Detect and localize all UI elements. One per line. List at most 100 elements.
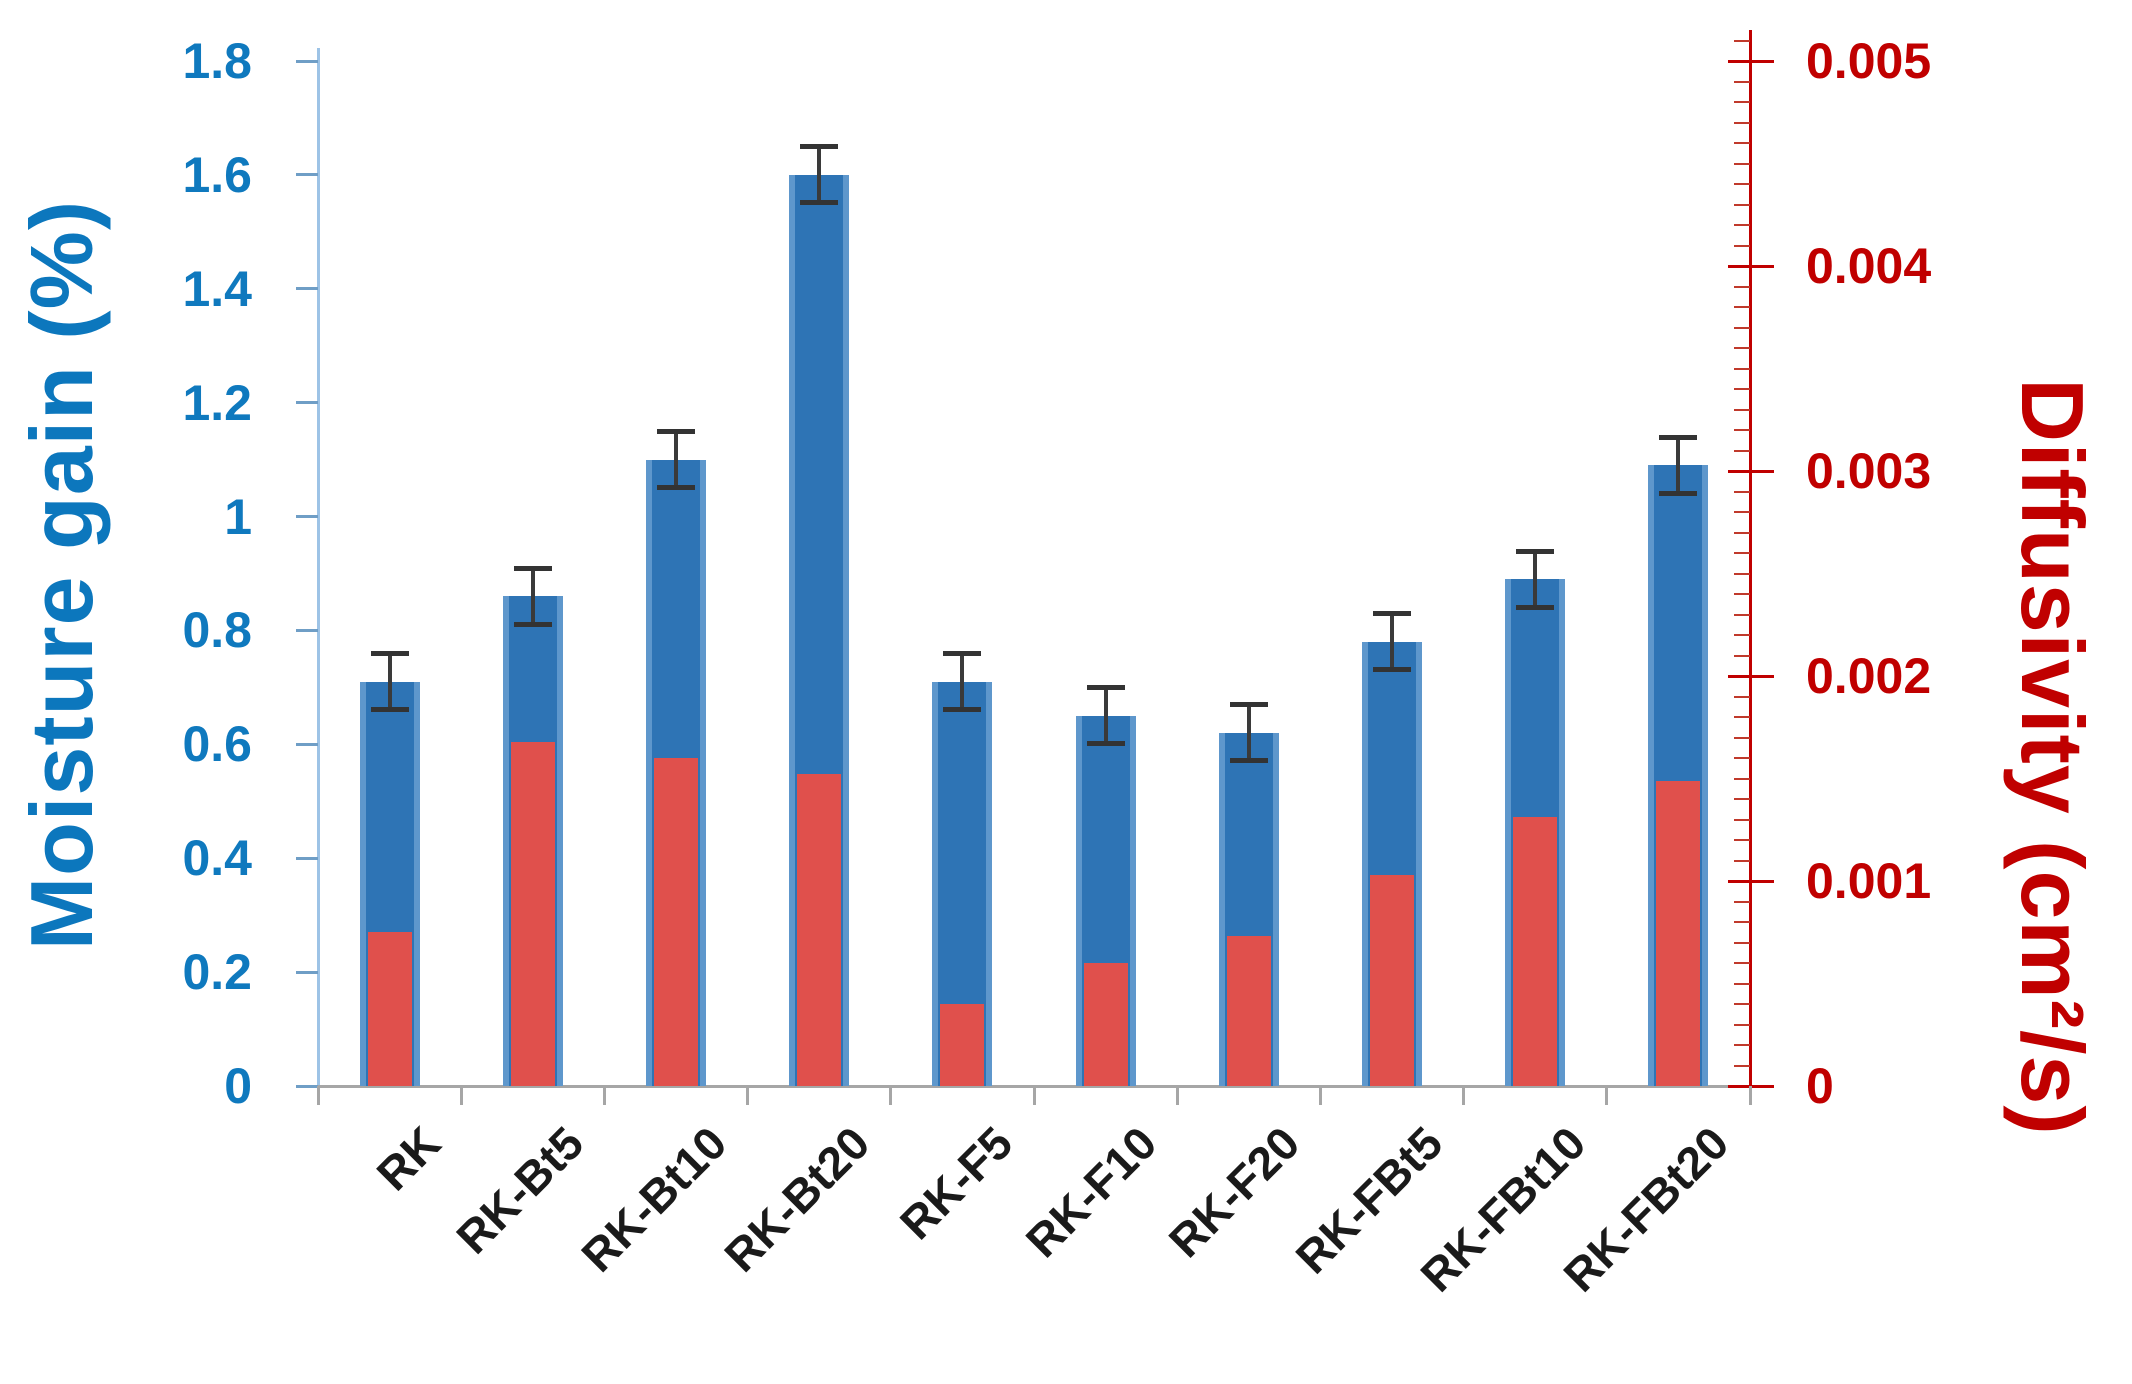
error-bar-bottom-cap xyxy=(657,485,695,491)
right-axis-minor-tick xyxy=(1734,224,1750,226)
diffusivity-bar xyxy=(1226,936,1271,1086)
x-axis-tick xyxy=(889,1086,893,1105)
right-axis-minor-tick xyxy=(1734,183,1750,185)
left-axis-line xyxy=(317,48,320,1103)
x-axis-tick xyxy=(602,1086,606,1105)
right-axis-minor-tick xyxy=(1734,367,1750,370)
right-axis-minor-tick xyxy=(1734,552,1750,554)
right-axis-minor-tick xyxy=(1734,162,1750,165)
right-axis-minor-tick xyxy=(1734,941,1750,944)
error-bar-top-cap xyxy=(1373,611,1411,617)
left-axis-tick xyxy=(296,856,318,860)
diffusivity-bar xyxy=(1083,963,1128,1086)
left-axis-tick-label: 1.2 xyxy=(182,374,252,431)
diffusivity-bar xyxy=(510,741,555,1086)
right-axis-minor-tick xyxy=(1734,572,1750,575)
error-bar-top-cap xyxy=(1086,685,1125,691)
error-bar-top-cap xyxy=(1516,548,1555,554)
error-bar-top-cap xyxy=(1229,702,1268,708)
left-axis-tick-label: 0.4 xyxy=(182,830,252,887)
left-axis-title: Moisture gain (%) xyxy=(12,199,111,951)
error-bar-shaft xyxy=(1246,704,1251,762)
left-axis-tick-label: 1.6 xyxy=(182,146,252,203)
error-bar-bottom-cap xyxy=(1659,490,1698,496)
left-axis-tick-label: 1.4 xyxy=(182,260,252,317)
error-bar-top-cap xyxy=(1659,434,1698,440)
right-axis-minor-tick xyxy=(1734,326,1750,329)
right-axis-minor-tick xyxy=(1734,449,1750,452)
left-axis-tick xyxy=(296,59,318,63)
right-axis-minor-tick xyxy=(1734,1044,1750,1046)
left-axis-tick-label: 0 xyxy=(224,1058,252,1114)
error-bar-shaft xyxy=(1676,436,1681,494)
left-axis-tick-label: 1.8 xyxy=(182,33,252,89)
error-bar-bottom-cap xyxy=(1229,758,1268,764)
left-axis-tick xyxy=(296,1084,318,1088)
right-axis-minor-tick xyxy=(1734,962,1750,964)
right-axis-major-tick xyxy=(1728,879,1774,883)
left-axis-tick xyxy=(296,970,318,974)
right-axis-minor-tick xyxy=(1734,921,1750,923)
right-axis-minor-tick xyxy=(1734,203,1750,206)
error-bar-shaft xyxy=(387,653,392,711)
error-bar-bottom-cap xyxy=(1516,604,1555,610)
right-axis-minor-tick xyxy=(1734,490,1750,493)
right-axis-tick-label: 0.001 xyxy=(1806,853,1932,909)
right-axis-minor-tick xyxy=(1734,347,1750,349)
error-bar-shaft xyxy=(960,653,965,711)
right-axis-minor-tick xyxy=(1734,982,1750,985)
right-axis-minor-tick xyxy=(1734,1023,1750,1026)
right-axis-minor-tick xyxy=(1734,244,1750,247)
right-axis-minor-tick xyxy=(1734,900,1750,903)
right-axis-tick-label: 0.005 xyxy=(1806,33,1932,89)
right-axis-minor-tick xyxy=(1734,654,1750,657)
left-axis-tick-label: 1 xyxy=(224,488,252,545)
x-axis-tick xyxy=(1605,1086,1609,1105)
right-axis-minor-tick xyxy=(1734,757,1750,759)
error-bar-bottom-cap xyxy=(1086,741,1125,747)
right-axis-minor-tick xyxy=(1734,531,1750,534)
right-axis-minor-tick xyxy=(1734,80,1750,83)
right-axis-minor-tick xyxy=(1734,388,1750,390)
right-axis-minor-tick xyxy=(1734,429,1750,431)
diffusivity-bar xyxy=(654,758,698,1086)
error-bar-bottom-cap xyxy=(943,707,982,713)
right-axis-minor-tick xyxy=(1734,39,1750,42)
right-axis-minor-tick xyxy=(1734,1064,1750,1067)
diffusivity-bar xyxy=(367,932,412,1086)
right-axis-tick-label: 0.003 xyxy=(1806,443,1932,499)
x-axis-tick xyxy=(1175,1086,1179,1105)
error-bar-shaft xyxy=(530,567,535,625)
left-axis-tick xyxy=(296,628,318,632)
right-axis-minor-tick xyxy=(1734,408,1750,411)
right-axis-tick-label: 0.004 xyxy=(1806,238,1932,294)
error-bar-top-cap xyxy=(800,144,839,150)
right-axis-minor-tick xyxy=(1734,1003,1750,1005)
right-axis-major-tick xyxy=(1728,59,1774,63)
right-axis-major-tick xyxy=(1728,674,1774,678)
left-axis-tick-label: 0.8 xyxy=(182,602,252,659)
right-axis-tick-label: 0 xyxy=(1806,1058,1834,1114)
diffusivity-bar xyxy=(1370,874,1414,1086)
error-bar-shaft xyxy=(1533,550,1538,608)
right-axis-tick-label: 0.002 xyxy=(1806,648,1932,704)
left-axis-tick xyxy=(296,287,318,291)
right-axis-major-tick xyxy=(1728,469,1774,473)
right-axis-minor-tick xyxy=(1734,613,1750,616)
diffusivity-bar xyxy=(797,774,842,1086)
error-bar-bottom-cap xyxy=(1373,667,1411,673)
error-bar-top-cap xyxy=(513,565,552,571)
diffusivity-bar xyxy=(940,1004,985,1086)
x-axis-tick xyxy=(1318,1086,1322,1105)
right-axis-minor-tick xyxy=(1734,306,1750,308)
left-axis-tick xyxy=(296,173,318,177)
right-axis-title: Diffusivity (cm²/s) xyxy=(2003,378,2102,1136)
error-bar-top-cap xyxy=(370,651,409,657)
error-bar-bottom-cap xyxy=(513,621,552,627)
right-axis-minor-tick xyxy=(1734,859,1750,862)
left-axis-tick xyxy=(296,401,318,405)
right-axis-minor-tick xyxy=(1734,121,1750,124)
diffusivity-bar xyxy=(1656,780,1701,1086)
x-axis-tick xyxy=(1032,1086,1036,1105)
x-axis-tick xyxy=(1748,1086,1752,1105)
